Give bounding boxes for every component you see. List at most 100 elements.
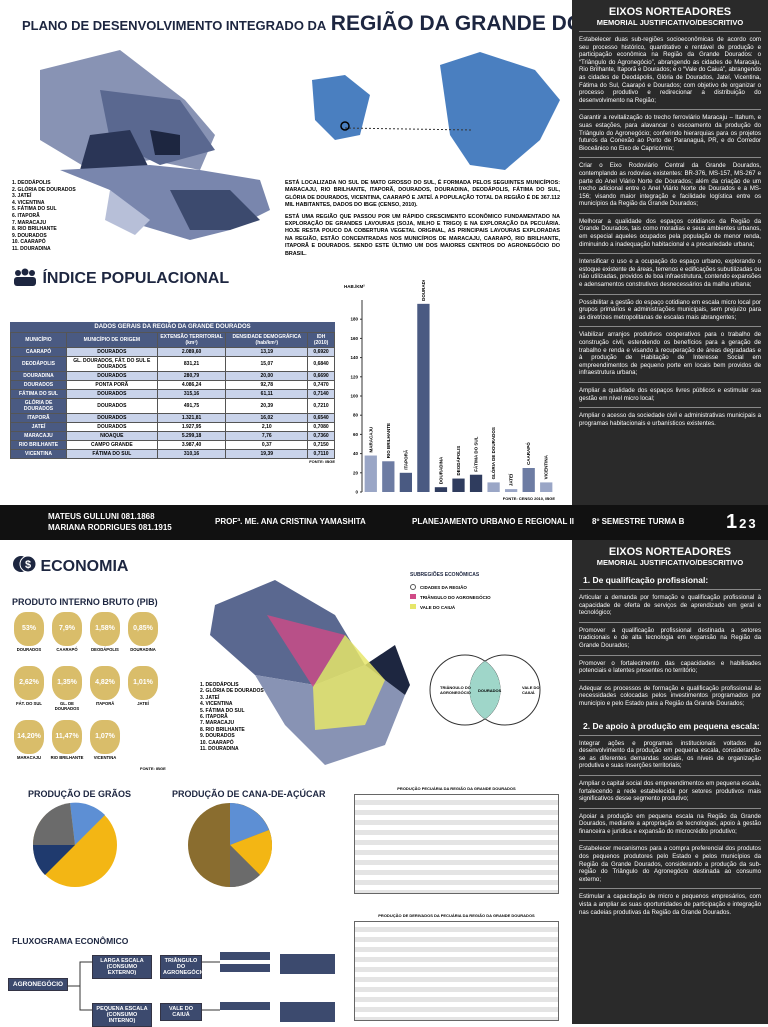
guideline: Possibilitar a gestão do espaço cotidian…	[579, 293, 761, 327]
pie-slice	[32, 845, 75, 875]
y-axis-label: HAB./KM²	[344, 284, 365, 289]
table-row: RIO BRILHANTE CAMPO GRANDE 3.987,40 0,37 0,7…	[10, 440, 335, 450]
legend-swatch	[410, 594, 416, 599]
venn-label: VALE DO CAIUÁ	[522, 685, 540, 695]
money-bag: 1,07%	[90, 720, 120, 754]
money-bag: 2,62%	[14, 666, 44, 700]
pib-item: 1,07% VICENTINA	[86, 720, 124, 760]
semester: 8º SEMESTRE TURMA B	[592, 517, 685, 526]
bar-label: DEODÁPOLIS	[455, 446, 461, 476]
subregions-list: CIDADES DA REGIÃO TRIÂNGULO DO AGRONEGÓCI…	[420, 583, 491, 613]
table-cell: 2.089,60	[156, 347, 227, 357]
flow-node: AGRONEGÓCIO	[8, 978, 68, 991]
venn-label: DOURADOS	[478, 688, 502, 693]
column-header: IDH (2010)	[307, 332, 335, 348]
brazil-map	[440, 52, 560, 170]
chart-source: FONTE: CENSO 2010, IBGE	[503, 496, 556, 501]
table-cell: 19,39	[225, 449, 309, 459]
guidelines-panel: EIXOS NORTEADORES MEMORIAL JUSTIFICATIVO…	[572, 0, 768, 505]
table-cell: 16,02	[225, 413, 309, 423]
pib-value: 2,62%	[19, 679, 39, 686]
bar	[469, 474, 483, 492]
intro-paragraph: ESTÁ UMA REGIÃO QUE PASSOU POR UM RÁPIDO…	[285, 213, 560, 257]
table-cell: 0,6920	[307, 347, 335, 357]
guideline: Adequar os processos de formação e quali…	[579, 679, 761, 713]
pie-slice	[70, 802, 105, 845]
legend-item: 9. DOURADOS	[200, 733, 235, 740]
pib-name: JATEÍ	[137, 701, 149, 706]
legend-item: 11. DOURADINA	[200, 746, 239, 753]
section-title: ÍNDICE POPULACIONAL	[12, 268, 229, 288]
table-cell: ITAPORÃ	[10, 413, 67, 423]
pib-name: RIO BRILHANTE	[50, 755, 84, 760]
table-cell: CAARAPÓ	[10, 347, 67, 357]
table-row: VICENTINA FÁTIMA DO SUL 310,16 19,39 0,7110	[10, 449, 335, 459]
table-cell: RIO BRILHANTE	[10, 440, 67, 450]
y-tick-label: 0	[355, 490, 358, 495]
pin	[340, 121, 350, 131]
table-cell: 310,16	[156, 449, 227, 459]
bar-label: ITAPORÃ	[402, 449, 408, 470]
subregion-item: TRIÂNGULO DO AGRONEGÓCIO	[420, 595, 491, 600]
table-cell: GLÓRIA DE DOURADOS	[10, 398, 67, 414]
legend-item: 9. DOURADOS	[12, 232, 47, 239]
table-title: DADOS GERAIS DA REGIÃO DA GRANDE DOURADO…	[10, 322, 335, 332]
pib-title: PRODUTO INTERNO BRUTO (PIB)	[12, 597, 158, 607]
table-cell: FÁTIMA DO SUL	[10, 389, 67, 399]
bar	[434, 487, 448, 492]
table-cell: JATEÍ	[10, 422, 67, 432]
guideline: Ampliar o capital social dos empreendime…	[579, 774, 761, 808]
pib-item: 11,47% RIO BRILHANTE	[48, 720, 86, 760]
section-title: $ ECONOMIA	[12, 552, 128, 576]
legend-item: 2. GLÓRIA DE DOURADOS	[12, 186, 76, 193]
venn-overlap	[469, 661, 501, 719]
bar	[522, 468, 535, 492]
table-cell: DOURADOS	[65, 389, 158, 399]
map-legend: 1. DEODÁPOLIS 2. GLÓRIA DE DOURADOS 3. JAT…	[12, 180, 76, 253]
table-cell: DOURADINA	[10, 371, 67, 381]
intro: ESTÁ LOCALIZADA NO SUL DE MATO GROSSO DO…	[285, 180, 560, 262]
pib-name: VICENTINA	[93, 755, 117, 760]
pie-slice	[230, 845, 260, 888]
y-tick-label: 100	[350, 394, 358, 399]
bar	[417, 303, 430, 492]
table-row: DEODÁPOLIS GL. DOURADOS, FÁT. DO SUL E DO…	[10, 356, 335, 372]
derivatives-table	[354, 921, 559, 1021]
section-title-text: ÍNDICE POPULACIONAL	[42, 270, 230, 287]
bar	[399, 472, 413, 492]
bar	[382, 461, 395, 492]
pib-name: ITAPORÃ	[95, 701, 115, 706]
guideline: Ampliar a qualidade dos espaços livres p…	[579, 381, 761, 407]
legend-item: 10. CAARAPÓ	[200, 739, 234, 746]
table-cell: DOURADOS	[65, 398, 158, 414]
guideline: Ampliar o acesso da sociedade civil e ad…	[579, 407, 761, 432]
table-cell: 1.321,81	[156, 413, 227, 423]
table-cell: DEODÁPOLIS	[10, 356, 67, 372]
table-cell: 13,19	[225, 347, 309, 357]
pib-name: GL. DE DOURADOS	[54, 701, 80, 711]
guideline: Integrar ações e programas institucionai…	[579, 734, 761, 775]
pib-name: DOURADINA	[130, 647, 156, 652]
flow-node: VALE DO CAIUÁ	[160, 1003, 202, 1021]
table-cell: 0,7360	[307, 431, 335, 441]
y-tick-label: 160	[350, 336, 358, 341]
author: MARIANA RODRIGUES 081.1915	[48, 523, 172, 532]
table-cell: 0,7150	[307, 440, 335, 450]
guideline: Garantir a revitalização do trecho ferro…	[579, 109, 761, 157]
table-cell: 491,75	[156, 398, 227, 414]
author: MATEUS GULLUNI 081.1868	[48, 512, 155, 521]
guideline: Estimular a capacitação de micro e peque…	[579, 888, 761, 921]
bar-label: JATEÍ	[507, 473, 514, 486]
bar-label: DOURADOS	[421, 280, 426, 301]
pib-value: 1,35%	[57, 679, 77, 686]
section-title-text: ECONOMIA	[40, 558, 129, 575]
table-cell: 61,11	[225, 389, 309, 399]
legend-item: 6. ITAPORÃ	[12, 212, 40, 219]
table-cell: 1.927,95	[156, 422, 227, 432]
triangle-subregion	[267, 615, 345, 687]
page-number: 1	[726, 511, 738, 533]
table-cell: 831,21	[156, 356, 227, 372]
table-cell: NIOAQUE	[65, 431, 158, 441]
